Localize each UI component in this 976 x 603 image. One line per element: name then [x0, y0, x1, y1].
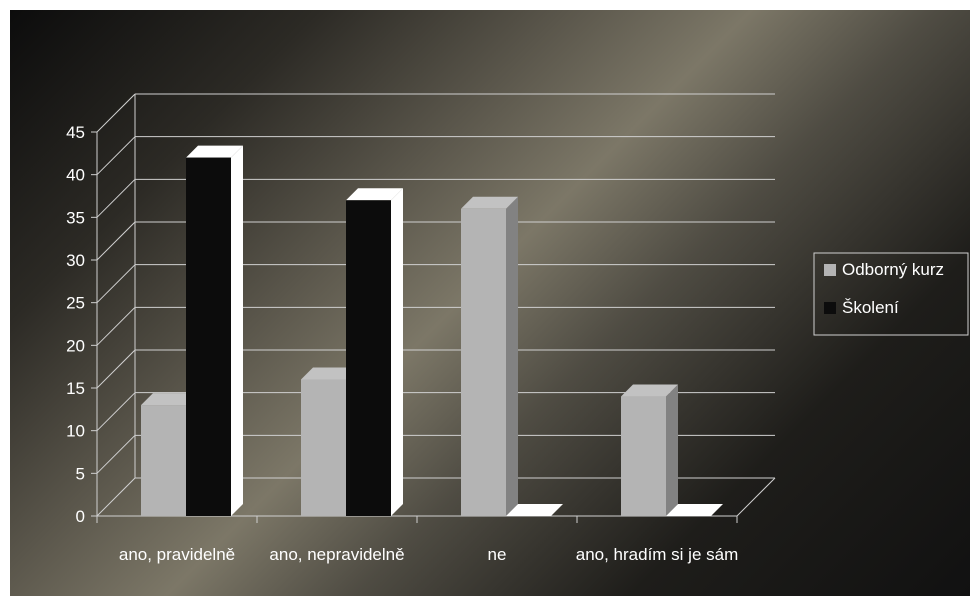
bar: [346, 188, 403, 516]
gridline-depth: [96, 349, 136, 389]
x-category-label: ne: [488, 545, 507, 564]
gridline-depth: [96, 306, 136, 346]
chart-area: 0 5 10 15 20 25 30 35 40 45 ano, pravidelně ano, ne…: [10, 10, 970, 596]
y-tick-label: 5: [76, 464, 85, 483]
y-tick-label: 45: [66, 123, 85, 142]
y-tick-label: 25: [66, 294, 85, 313]
legend-swatch: [824, 264, 836, 276]
bar: [666, 504, 723, 516]
floor-edge: [736, 477, 776, 517]
bar: [461, 196, 518, 517]
gridline-depth: [96, 434, 136, 474]
y-tick-label: 15: [66, 379, 85, 398]
gridline-depth: [96, 178, 136, 218]
y-tick-label: 35: [66, 208, 85, 227]
bar: [506, 504, 563, 516]
gridline-depth: [96, 93, 136, 133]
x-category-label: ano, hradím si je sám: [576, 545, 739, 564]
gridline-depth: [96, 392, 136, 432]
gridline-depth: [96, 221, 136, 261]
bar: [621, 384, 678, 516]
y-tick-label: 10: [66, 422, 85, 441]
y-tick-label: 20: [66, 336, 85, 355]
gridline-depth: [96, 136, 136, 176]
bar: [186, 145, 243, 516]
legend-label: Odborný kurz: [842, 260, 944, 279]
legend-box: [813, 252, 969, 336]
gridline-depth: [96, 264, 136, 304]
gridline-depth: [96, 477, 136, 517]
y-tick-label: 0: [76, 507, 85, 526]
y-tick-label: 30: [66, 251, 85, 270]
legend-swatch: [824, 302, 836, 314]
y-tick-label: 40: [66, 166, 85, 185]
x-category-label: ano, nepravidelně: [269, 545, 404, 564]
x-category-label: ano, pravidelně: [119, 545, 235, 564]
bar-chart: 0 5 10 15 20 25 30 35 40 45 ano, pravidelně ano, ne…: [66, 93, 969, 564]
legend-label: Školení: [842, 298, 899, 317]
